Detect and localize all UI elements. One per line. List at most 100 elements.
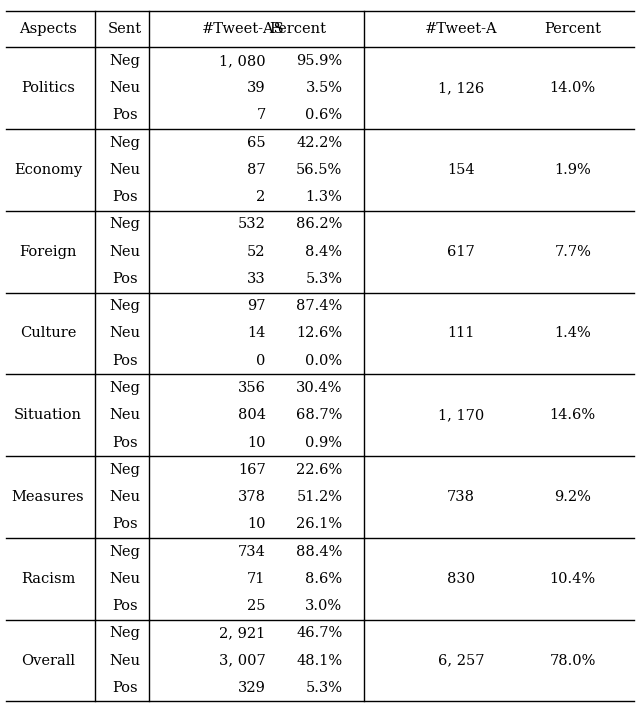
Text: Pos: Pos — [112, 436, 138, 450]
Text: Pos: Pos — [112, 599, 138, 613]
Text: 87: 87 — [247, 163, 266, 177]
Text: 22.6%: 22.6% — [296, 462, 342, 477]
Text: 7: 7 — [257, 109, 266, 123]
Text: 68.7%: 68.7% — [296, 408, 342, 422]
Text: 3.5%: 3.5% — [305, 81, 342, 95]
Text: 14: 14 — [247, 326, 266, 341]
Text: Neg: Neg — [109, 54, 140, 68]
Text: 14.6%: 14.6% — [550, 408, 596, 422]
Text: 3.0%: 3.0% — [305, 599, 342, 613]
Text: 8.4%: 8.4% — [305, 245, 342, 259]
Text: 0: 0 — [256, 354, 266, 368]
Text: 95.9%: 95.9% — [296, 54, 342, 68]
Text: 2: 2 — [257, 190, 266, 204]
Text: 14.0%: 14.0% — [550, 81, 596, 95]
Text: 65: 65 — [247, 135, 266, 149]
Text: Politics: Politics — [21, 81, 75, 95]
Text: 52: 52 — [247, 245, 266, 259]
Text: Neg: Neg — [109, 299, 140, 313]
Text: 87.4%: 87.4% — [296, 299, 342, 313]
Text: Percent: Percent — [544, 22, 602, 36]
Text: 9.2%: 9.2% — [554, 490, 591, 504]
Text: Economy: Economy — [14, 163, 82, 177]
Text: Neg: Neg — [109, 381, 140, 395]
Text: 10: 10 — [247, 517, 266, 532]
Text: 10.4%: 10.4% — [550, 572, 596, 586]
Text: 1.3%: 1.3% — [305, 190, 342, 204]
Text: Neg: Neg — [109, 135, 140, 149]
Text: 78.0%: 78.0% — [550, 654, 596, 668]
Text: 42.2%: 42.2% — [296, 135, 342, 149]
Text: 26.1%: 26.1% — [296, 517, 342, 532]
Text: Neu: Neu — [109, 408, 140, 422]
Text: Pos: Pos — [112, 354, 138, 368]
Text: 378: 378 — [237, 490, 266, 504]
Text: Overall: Overall — [21, 654, 75, 668]
Text: 111: 111 — [447, 326, 474, 341]
Text: 88.4%: 88.4% — [296, 544, 342, 558]
Text: 46.7%: 46.7% — [296, 626, 342, 640]
Text: Measures: Measures — [12, 490, 84, 504]
Text: 617: 617 — [447, 245, 475, 259]
Text: Neu: Neu — [109, 654, 140, 668]
Text: Pos: Pos — [112, 272, 138, 286]
Text: Neu: Neu — [109, 81, 140, 95]
Text: 0.6%: 0.6% — [305, 109, 342, 123]
Text: 2, 921: 2, 921 — [220, 626, 266, 640]
Text: 71: 71 — [247, 572, 266, 586]
Text: 25: 25 — [247, 599, 266, 613]
Text: 0.0%: 0.0% — [305, 354, 342, 368]
Text: Neg: Neg — [109, 217, 140, 231]
Text: Neu: Neu — [109, 490, 140, 504]
Text: Aspects: Aspects — [19, 22, 77, 36]
Text: 738: 738 — [447, 490, 475, 504]
Text: 5.3%: 5.3% — [305, 272, 342, 286]
Text: 1.4%: 1.4% — [554, 326, 591, 341]
Text: Sent: Sent — [108, 22, 142, 36]
Text: Neu: Neu — [109, 163, 140, 177]
Text: 39: 39 — [247, 81, 266, 95]
Text: 30.4%: 30.4% — [296, 381, 342, 395]
Text: 97: 97 — [247, 299, 266, 313]
Text: 154: 154 — [447, 163, 475, 177]
Text: 734: 734 — [237, 544, 266, 558]
Text: Pos: Pos — [112, 109, 138, 123]
Text: Neg: Neg — [109, 544, 140, 558]
Text: 167: 167 — [238, 462, 266, 477]
Text: 1, 126: 1, 126 — [438, 81, 484, 95]
Text: 10: 10 — [247, 436, 266, 450]
Text: #Tweet-AS: #Tweet-AS — [202, 22, 285, 36]
Text: 12.6%: 12.6% — [296, 326, 342, 341]
Text: 7.7%: 7.7% — [554, 245, 591, 259]
Text: Culture: Culture — [20, 326, 76, 341]
Text: 804: 804 — [237, 408, 266, 422]
Text: 1, 080: 1, 080 — [219, 54, 266, 68]
Text: Neu: Neu — [109, 245, 140, 259]
Text: 0.9%: 0.9% — [305, 436, 342, 450]
Text: 86.2%: 86.2% — [296, 217, 342, 231]
Text: Situation: Situation — [14, 408, 82, 422]
Text: Neg: Neg — [109, 462, 140, 477]
Text: 532: 532 — [237, 217, 266, 231]
Text: Racism: Racism — [21, 572, 75, 586]
Text: Pos: Pos — [112, 517, 138, 532]
Text: Neg: Neg — [109, 626, 140, 640]
Text: 8.6%: 8.6% — [305, 572, 342, 586]
Text: 1.9%: 1.9% — [554, 163, 591, 177]
Text: 830: 830 — [447, 572, 475, 586]
Text: Pos: Pos — [112, 190, 138, 204]
Text: 5.3%: 5.3% — [305, 681, 342, 695]
Text: 3, 007: 3, 007 — [219, 654, 266, 668]
Text: 48.1%: 48.1% — [296, 654, 342, 668]
Text: Foreign: Foreign — [19, 245, 77, 259]
Text: 51.2%: 51.2% — [296, 490, 342, 504]
Text: 6, 257: 6, 257 — [438, 654, 484, 668]
Text: Neu: Neu — [109, 326, 140, 341]
Text: 329: 329 — [237, 681, 266, 695]
Text: Neu: Neu — [109, 572, 140, 586]
Text: #Tweet-A: #Tweet-A — [424, 22, 497, 36]
Text: 1, 170: 1, 170 — [438, 408, 484, 422]
Text: 356: 356 — [237, 381, 266, 395]
Text: 56.5%: 56.5% — [296, 163, 342, 177]
Text: 33: 33 — [247, 272, 266, 286]
